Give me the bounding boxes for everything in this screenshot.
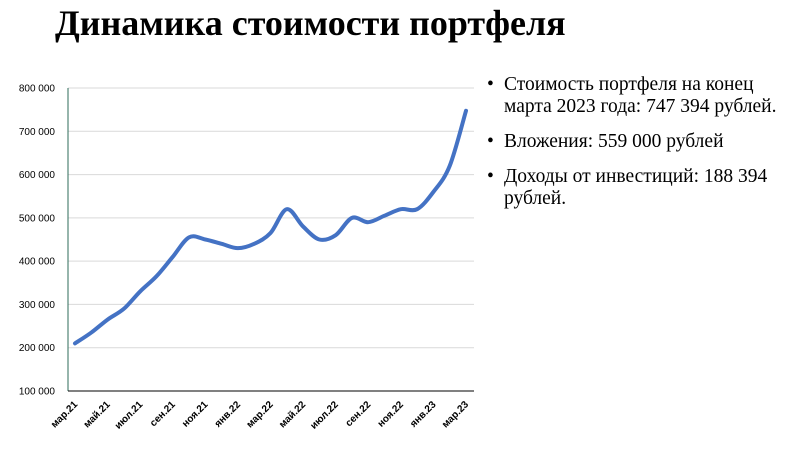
y-tick-label: 200 000 (19, 343, 56, 354)
y-tick-label: 300 000 (19, 300, 56, 311)
y-tick-label: 400 000 (19, 257, 56, 268)
x-tick-label: май.21 (82, 399, 113, 430)
y-tick-label: 700 000 (19, 127, 56, 138)
slide-title: Динамика стоимости портфеля (55, 3, 566, 43)
y-tick-label: 800 000 (19, 84, 56, 95)
bullet-investments: • Вложения: 559 000 рублей (487, 131, 805, 153)
x-tick-label: янв.22 (213, 399, 244, 430)
y-tick-label: 600 000 (19, 170, 56, 181)
chart-gridlines (68, 87, 474, 349)
x-tick-label: сен.21 (148, 399, 178, 429)
y-tick-label: 100 000 (19, 387, 56, 398)
bullet-dot-icon: • (487, 166, 494, 187)
y-tick-label: 500 000 (19, 213, 56, 224)
x-tick-label: мар.22 (245, 399, 276, 430)
portfolio-value-chart: 100 000 200 000 300 000 400 000 500 000 600 0… (19, 84, 474, 432)
x-tick-label: июл.21 (113, 399, 146, 432)
x-axis-ticks: мар.21 май.21 июл.21 сен.21 ноя.21 янв.22 мар.… (49, 399, 471, 432)
bullet-text: Доходы от инвестиций: 188 394 рублей. (504, 166, 768, 209)
bullet-dot-icon: • (487, 131, 494, 152)
bullet-income: • Доходы от инвестиций: 188 394 рублей. (487, 166, 805, 210)
x-tick-label: ноя.22 (376, 399, 407, 430)
bullet-portfolio-value: • Стоимость портфеля на конец марта 2023 … (487, 74, 805, 118)
x-tick-label: мар.23 (440, 399, 471, 430)
x-tick-label: май.22 (277, 399, 308, 430)
bullet-dot-icon: • (487, 74, 494, 95)
series-line-portfolio-value (73, 108, 468, 346)
bullet-text: Стоимость портфеля на конец марта 2023 г… (504, 74, 777, 117)
x-tick-label: мар.21 (49, 399, 80, 430)
y-axis-ticks: 100 000 200 000 300 000 400 000 500 000 600 0… (19, 84, 56, 398)
x-tick-label: ноя.21 (180, 399, 211, 430)
summary-bullet-list: • Стоимость портфеля на конец марта 2023 … (487, 74, 805, 223)
bullet-text: Вложения: 559 000 рублей (504, 131, 724, 152)
x-tick-label: янв.23 (408, 399, 439, 430)
x-tick-label: июл.22 (308, 399, 341, 432)
x-tick-label: сен.22 (344, 399, 374, 429)
